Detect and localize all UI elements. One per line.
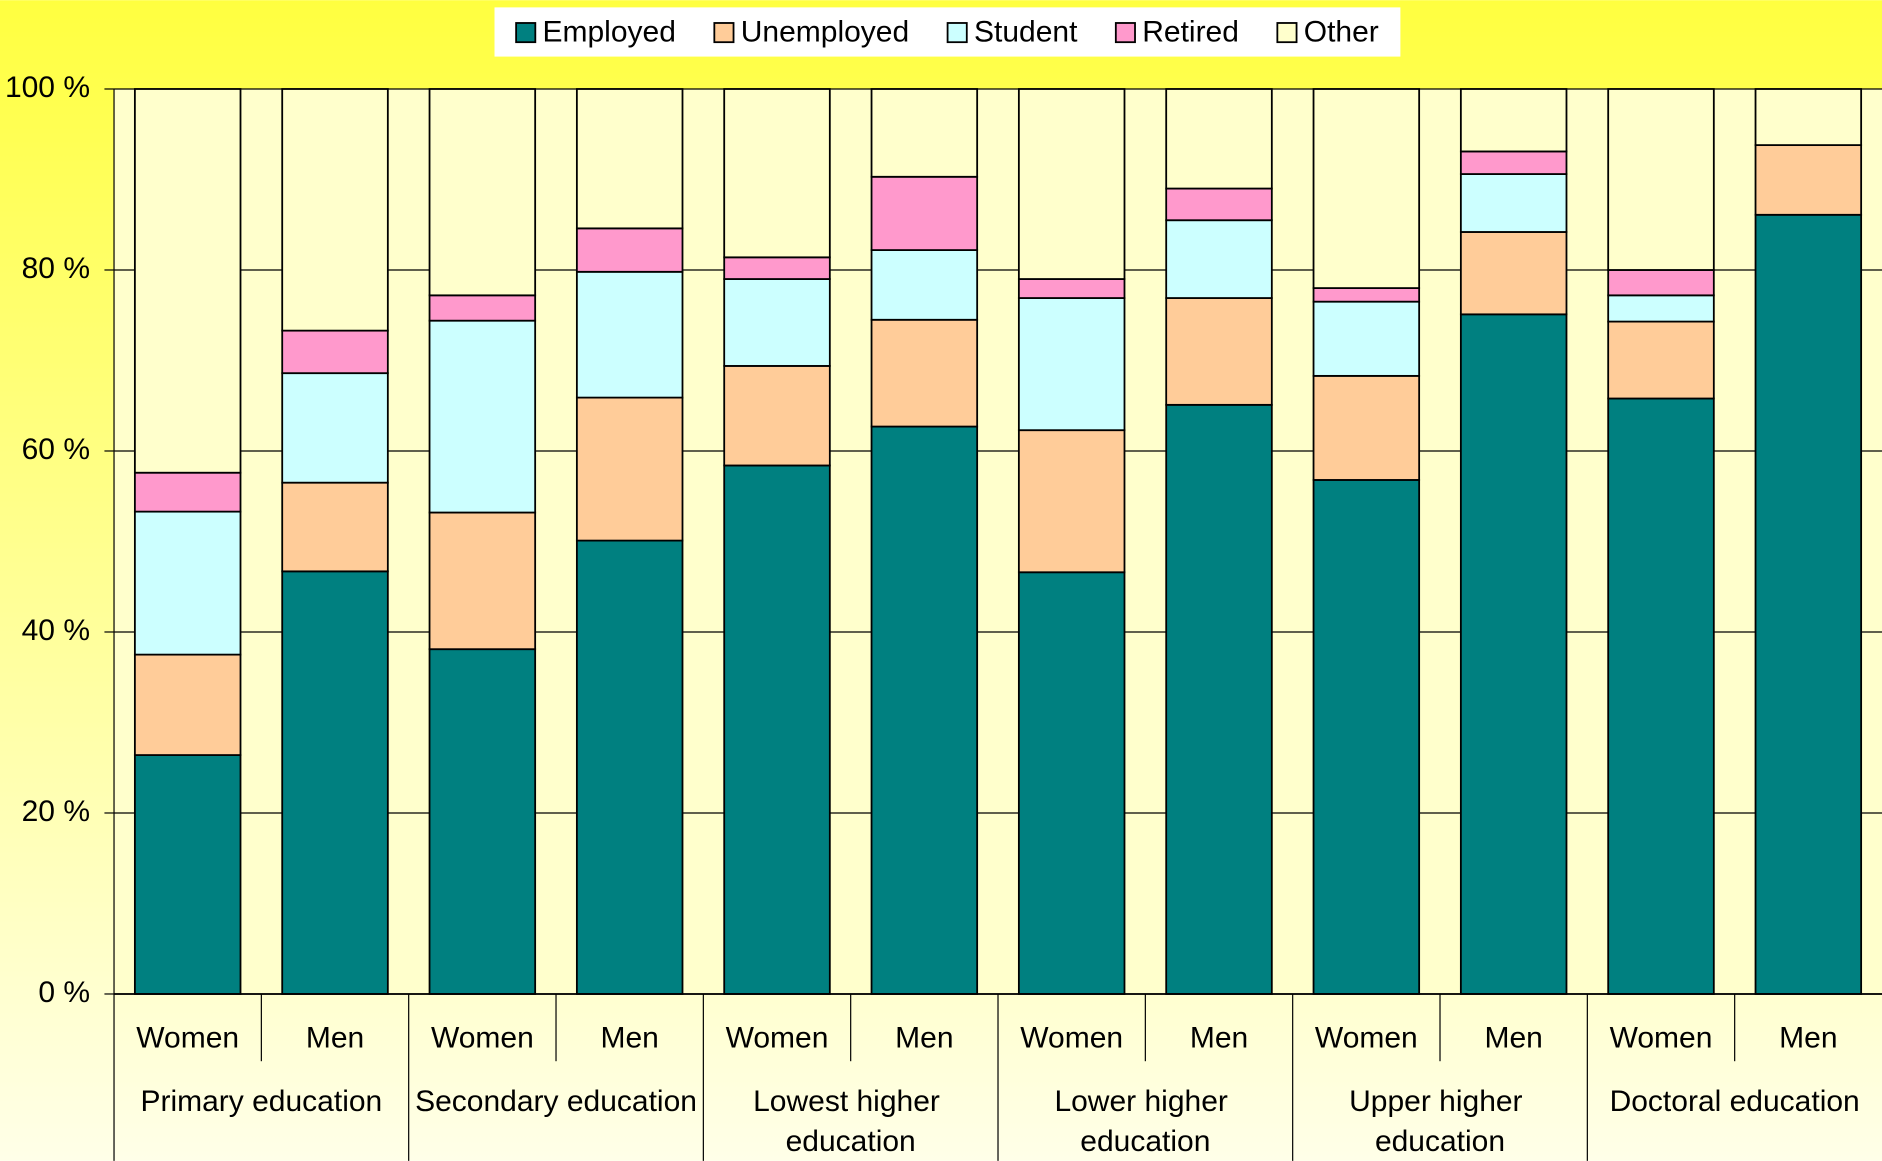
bar-segment bbox=[1607, 269, 1715, 297]
bar-segment bbox=[1312, 287, 1421, 303]
legend-label: Employed bbox=[543, 16, 676, 49]
bar-segment bbox=[575, 227, 684, 273]
legend-label: Retired bbox=[1142, 16, 1239, 49]
bar-segment bbox=[723, 464, 831, 995]
legend-swatch bbox=[713, 22, 735, 44]
x-tick-label: Men bbox=[1190, 1022, 1248, 1055]
bar-segment bbox=[281, 372, 389, 484]
bar-segment bbox=[1754, 88, 1863, 147]
bar-segment bbox=[1312, 374, 1421, 481]
plot-area bbox=[114, 88, 1882, 994]
legend-swatch bbox=[1276, 22, 1298, 44]
x-tick-label: Men bbox=[1779, 1022, 1837, 1055]
bar-segment bbox=[281, 88, 389, 332]
legend-label: Student bbox=[974, 16, 1078, 49]
bar-segment bbox=[1459, 88, 1568, 153]
bar-segment bbox=[723, 88, 831, 259]
bar-segment bbox=[133, 754, 242, 995]
bar-segment bbox=[1312, 479, 1421, 995]
bar-segment bbox=[428, 319, 537, 514]
bar-segment bbox=[870, 88, 979, 178]
bar-segment bbox=[428, 294, 537, 322]
bar-segment bbox=[428, 511, 537, 651]
bar-segment bbox=[870, 249, 979, 321]
y-tick-label: 100 % bbox=[5, 71, 90, 104]
bar-segment bbox=[575, 539, 684, 995]
x-tick-label: Men bbox=[601, 1022, 659, 1055]
bar-segment bbox=[133, 471, 242, 513]
bar-segment bbox=[723, 278, 831, 367]
bar-segment bbox=[428, 88, 537, 297]
x-tick-label: Women bbox=[1315, 1022, 1418, 1055]
bar-segment bbox=[1312, 88, 1421, 289]
bar-segment bbox=[723, 256, 831, 280]
bar-segment bbox=[1607, 320, 1715, 400]
bar-segment bbox=[1754, 144, 1863, 216]
x-tick-label: Women bbox=[726, 1022, 829, 1055]
bar-segment bbox=[1607, 88, 1715, 271]
bar-segment bbox=[870, 175, 979, 251]
bar-segment bbox=[575, 270, 684, 399]
x-tick-label: Women bbox=[136, 1022, 239, 1055]
bar-segment bbox=[723, 365, 831, 467]
y-tick-label: 80 % bbox=[22, 252, 90, 285]
bar-segment bbox=[1607, 397, 1715, 995]
legend-swatch bbox=[1114, 22, 1136, 44]
bar-segment bbox=[1459, 150, 1568, 175]
y-tick-label: 20 % bbox=[22, 795, 90, 828]
x-tick-label: Women bbox=[1020, 1022, 1123, 1055]
bar-segment bbox=[281, 570, 389, 995]
bar-segment bbox=[1459, 173, 1568, 233]
bar-segment bbox=[281, 329, 389, 375]
bar-segment bbox=[428, 648, 537, 995]
y-tick-label: 0 % bbox=[38, 976, 90, 1009]
bar-segment bbox=[1017, 571, 1126, 995]
bar-segment bbox=[870, 425, 979, 995]
bar-segment bbox=[1165, 187, 1273, 222]
group-label: Lower higher education bbox=[1054, 1085, 1236, 1158]
y-tick-label: 40 % bbox=[22, 614, 90, 647]
bar-segment bbox=[1165, 403, 1273, 995]
bar-segment bbox=[1165, 297, 1273, 406]
x-tick-label: Men bbox=[306, 1022, 364, 1055]
bar-segment bbox=[1017, 429, 1126, 574]
group-label: Primary education bbox=[140, 1085, 382, 1118]
legend: Employed Unemployed Student Retired Other bbox=[494, 7, 1401, 57]
bar-segment bbox=[1017, 88, 1126, 280]
x-tick-label: Men bbox=[895, 1022, 953, 1055]
y-tick-label: 60 % bbox=[22, 433, 90, 466]
group-label: Lowest higher education bbox=[753, 1085, 948, 1158]
bar-segment bbox=[1459, 231, 1568, 316]
bar-segment bbox=[1754, 213, 1863, 995]
bar-segment bbox=[1017, 297, 1126, 432]
legend-swatch bbox=[515, 22, 537, 44]
bar-segment bbox=[281, 481, 389, 573]
bar-segment bbox=[1459, 313, 1568, 995]
bar-segment bbox=[1607, 294, 1715, 323]
legend-label: Other bbox=[1304, 16, 1379, 49]
legend-swatch bbox=[946, 22, 968, 44]
group-label: Secondary education bbox=[415, 1085, 697, 1118]
bar-segment bbox=[870, 318, 979, 428]
bar-segment bbox=[133, 88, 242, 474]
bar-segment bbox=[1017, 278, 1126, 299]
legend-label: Unemployed bbox=[741, 16, 909, 49]
bar-segment bbox=[1165, 88, 1273, 190]
group-label: Doctoral education bbox=[1610, 1085, 1860, 1118]
bar-segment bbox=[1165, 219, 1273, 299]
bar-segment bbox=[575, 88, 684, 230]
x-tick-label: Women bbox=[1610, 1022, 1713, 1055]
x-tick-label: Men bbox=[1484, 1022, 1542, 1055]
bar-segment bbox=[575, 396, 684, 542]
bar-segment bbox=[133, 653, 242, 756]
bar-segment bbox=[133, 510, 242, 656]
group-label: Upper higher education bbox=[1349, 1085, 1531, 1158]
x-tick-label: Women bbox=[431, 1022, 534, 1055]
bar-segment bbox=[1312, 300, 1421, 377]
